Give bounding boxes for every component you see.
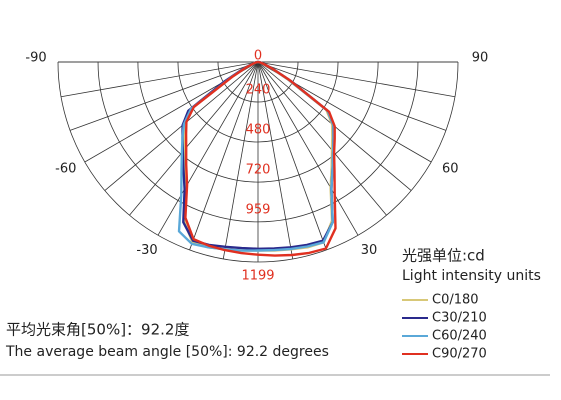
spoke <box>257 61 456 98</box>
r-tick-label: 0 <box>254 49 262 64</box>
r-tick-label: 240 <box>246 83 271 98</box>
angle-tick-label: 30 <box>361 243 378 258</box>
r-tick-label: 720 <box>246 163 271 178</box>
grid-ring <box>137 61 379 183</box>
spoke <box>69 61 259 131</box>
angle-tick-label: -30 <box>136 243 157 258</box>
spoke <box>60 61 259 98</box>
legend-subtitle: Light intensity units <box>402 268 541 284</box>
grid-ring <box>217 61 299 103</box>
angle-tick-label: -60 <box>55 162 76 177</box>
legend-label: C0/180 <box>432 293 479 308</box>
spoke <box>222 61 259 260</box>
r-tick-label: 480 <box>246 123 271 138</box>
spoke <box>189 61 259 251</box>
legend-title: 光强单位:cd <box>402 247 485 265</box>
spoke <box>257 61 387 216</box>
r-tick-label: 1199 <box>241 269 274 284</box>
grid-ring <box>97 61 419 223</box>
spoke <box>257 61 359 236</box>
spoke <box>157 61 259 236</box>
spoke <box>129 61 259 216</box>
beam-angle-en: The average beam angle [50%]: 92.2 degre… <box>5 344 329 360</box>
spoke <box>257 61 294 260</box>
legend-label: C60/240 <box>432 329 487 344</box>
spoke <box>257 61 447 131</box>
r-tick-label: 959 <box>246 202 271 217</box>
intensity-curve <box>184 60 337 257</box>
beam-angle-cn: 平均光束角[50%]：92.2度 <box>6 321 189 339</box>
angle-tick-label: 60 <box>442 162 459 177</box>
spoke <box>257 61 327 251</box>
grid-ring <box>57 61 459 263</box>
legend-label: C90/270 <box>432 347 487 362</box>
angle-tick-label: 90 <box>472 51 489 66</box>
angle-tick-label: -90 <box>25 51 46 66</box>
legend-label: C30/210 <box>432 311 487 326</box>
grid-ring <box>177 61 339 143</box>
